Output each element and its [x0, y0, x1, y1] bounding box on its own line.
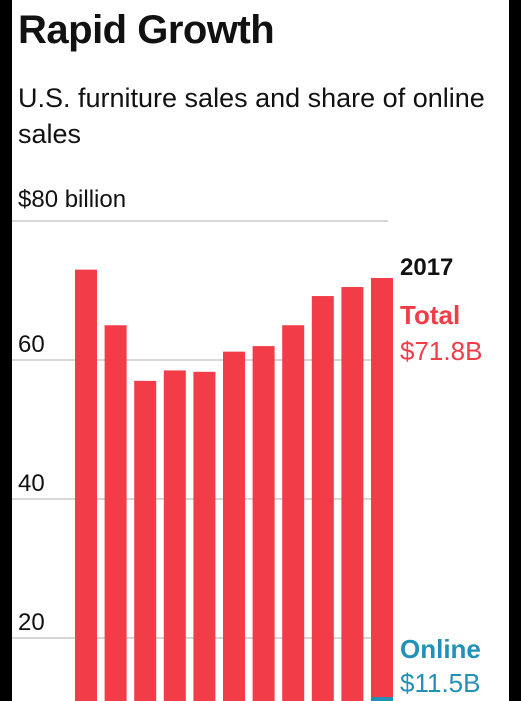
- chart-panel: Rapid Growth U.S. furniture sales and sh…: [12, 0, 509, 701]
- chart-subtitle: U.S. furniture sales and share of online…: [18, 83, 485, 149]
- annotation-total-value: $71.8B: [400, 336, 482, 366]
- chart-title: Rapid Growth: [18, 8, 275, 52]
- bar-total: [371, 277, 393, 701]
- y-tick-labels: 20 40 60: [18, 331, 45, 636]
- annotation-year: 2017: [400, 254, 453, 281]
- bar-total: [75, 269, 97, 701]
- y-tick-label: 60: [18, 331, 45, 358]
- bar-total: [223, 351, 245, 701]
- bar-total: [311, 296, 334, 701]
- bar-total: [193, 371, 216, 701]
- bar-total: [134, 380, 157, 701]
- annotation-online-label: Online: [400, 634, 481, 664]
- bar-online: [371, 697, 393, 701]
- bars: [75, 269, 393, 701]
- annotations: 2017 Total $71.8B Online $11.5B: [400, 254, 482, 698]
- bar-total: [163, 370, 186, 701]
- bar-total: [341, 287, 364, 701]
- y-axis-unit-label: $80 billion: [18, 186, 127, 213]
- bar-total: [252, 346, 275, 701]
- y-tick-label: 40: [18, 470, 45, 497]
- annotation-total-label: Total: [400, 300, 460, 330]
- bar-total: [282, 325, 305, 701]
- bar-total: [104, 325, 127, 701]
- y-tick-label: 20: [18, 609, 45, 636]
- annotation-online-value: $11.5B: [400, 668, 480, 698]
- bar-chart: 20 40 60 2017 Total $71.8B Online $11.5B: [12, 220, 482, 701]
